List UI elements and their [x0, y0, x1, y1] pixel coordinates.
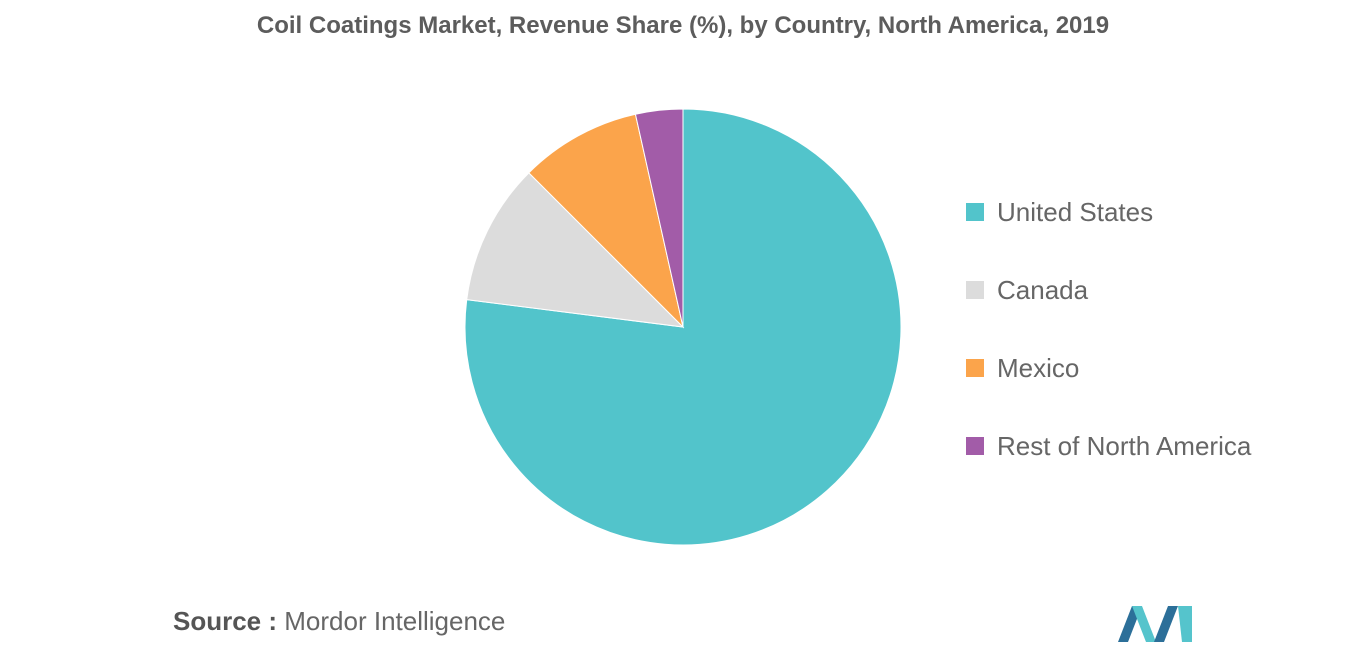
legend-item-united-states: United States [966, 192, 1251, 232]
pie-slices [464, 108, 902, 546]
legend-item-mexico: Mexico [966, 348, 1251, 388]
chart-title: Coil Coatings Market, Revenue Share (%),… [256, 12, 1110, 39]
logo-shape-right [1178, 606, 1192, 642]
legend-label: Mexico [997, 352, 1080, 383]
legend-swatch [966, 203, 984, 221]
legend-swatch [966, 281, 984, 299]
source-key: Source : [173, 606, 278, 636]
legend-label: Rest of North America [997, 430, 1252, 461]
legend-swatch [966, 437, 984, 455]
legend-label: United States [997, 196, 1154, 227]
legend-item-rest-of-north-america: Rest of North America [966, 426, 1251, 466]
legend-label: Canada [997, 274, 1089, 305]
logo-shape-middle-left [1132, 606, 1156, 642]
pie-slice-mexico [528, 113, 684, 329]
pie-slice-rest-of-north-america [634, 108, 684, 328]
chart-legend: United States Canada Mexico Rest of North A… [966, 192, 1251, 504]
mordor-intelligence-logo-icon [1118, 606, 1192, 642]
source-value: Mordor Intelligence [284, 606, 506, 636]
source-note: Source : Mordor Intelligence [173, 606, 505, 637]
logo-shape-middle-right [1154, 606, 1178, 642]
legend-item-canada: Canada [966, 270, 1251, 310]
pie-slice-canada [466, 172, 685, 328]
legend-swatch [966, 359, 984, 377]
